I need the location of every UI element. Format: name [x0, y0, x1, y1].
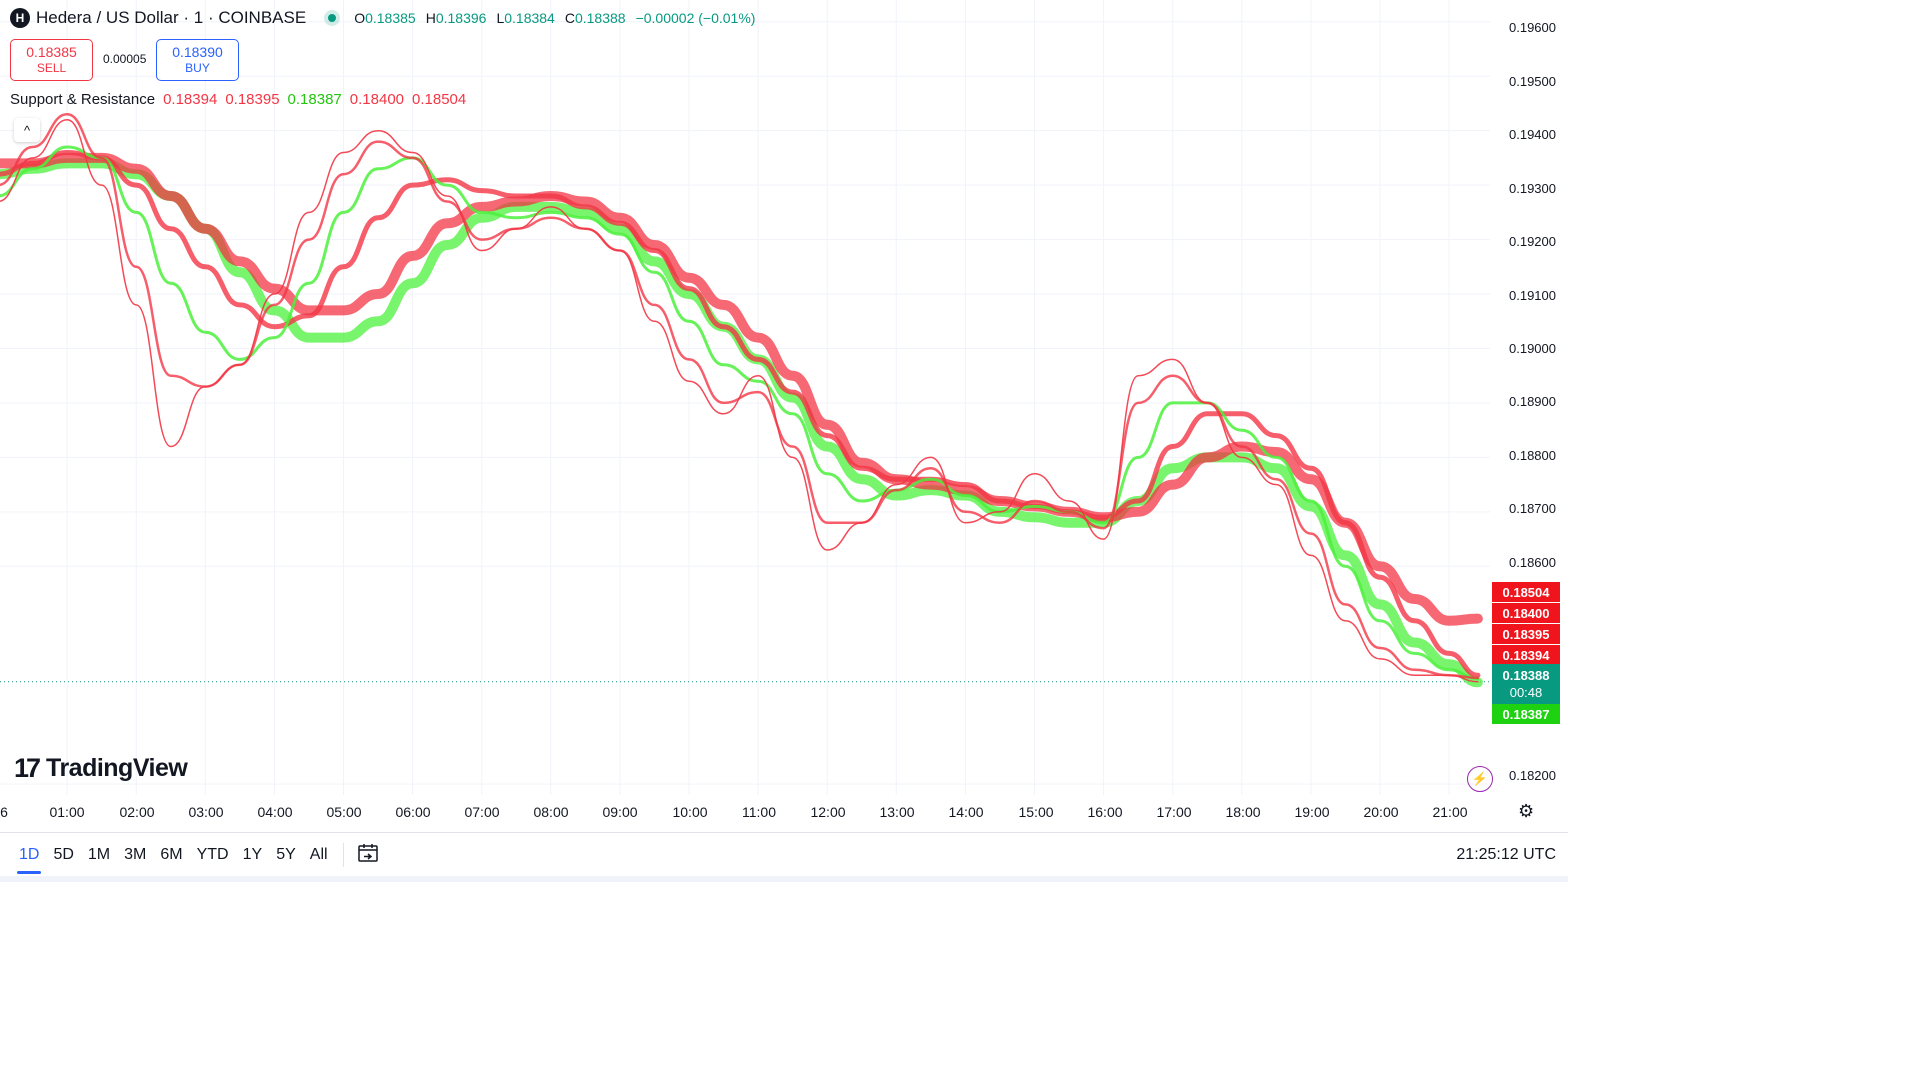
y-axis-label: 0.19100 [1509, 288, 1556, 303]
x-axis-label: 15:00 [1018, 804, 1054, 820]
range-5y-button[interactable]: 5Y [276, 846, 296, 863]
indicator-series-line [0, 119, 1479, 683]
last-price-tag: 0.18388 00:48 [1492, 664, 1560, 704]
indicator-value: 0.18400 [349, 91, 405, 108]
indicator-value: 0.18395 [225, 91, 280, 108]
y-axis-label: 0.19000 [1509, 341, 1556, 356]
range-1d-button[interactable]: 1D [12, 846, 46, 874]
x-axis-label: 12:00 [810, 804, 846, 820]
open-value: 0.18385 [365, 10, 416, 26]
collapse-legend-button[interactable]: ^ [14, 118, 40, 142]
y-axis-label: 0.18200 [1509, 768, 1556, 783]
x-axis-label: 13:00 [879, 804, 915, 820]
symbol-title[interactable]: Hedera / US Dollar · 1 · COINBASE [36, 8, 307, 27]
bottom-toolbar: 1D 5D 1M 3M 6M YTD 1Y 5Y All 21:25:12 UT… [0, 832, 1568, 877]
close-key: C [564, 10, 575, 26]
x-axis-label: 16:00 [1087, 804, 1123, 820]
x-axis-label: 07:00 [464, 804, 500, 820]
y-axis-label: 0.19200 [1509, 234, 1556, 249]
y-axis-label: 0.19500 [1509, 74, 1556, 89]
sell-label: SELL [36, 61, 67, 75]
indicator-name: Support & Resistance [10, 91, 156, 108]
range-6m-button[interactable]: 6M [160, 846, 183, 863]
bottom-strip [0, 876, 1568, 882]
utc-clock[interactable]: 21:25:12 UTC [1456, 846, 1556, 863]
high-value: 0.18396 [435, 10, 487, 26]
sell-button[interactable]: 0.18385 SELL [10, 39, 93, 81]
x-axis-label: 10:00 [672, 804, 708, 820]
tradingview-wordmark: TradingView [46, 754, 188, 782]
low-key: L [496, 10, 505, 26]
buy-label: BUY [185, 61, 210, 75]
range-1y-button[interactable]: 1Y [242, 846, 263, 863]
toolbar-divider [342, 843, 344, 867]
hedera-logo-icon: H [10, 8, 30, 28]
market-status-icon[interactable] [328, 14, 337, 22]
indicator-value: 0.18387 [287, 91, 342, 108]
buy-button[interactable]: 0.18390 BUY [156, 39, 239, 81]
change-value: −0.00002 (−0.01%) [635, 10, 756, 26]
y-axis-label: 0.18600 [1509, 555, 1556, 570]
x-axis-label: 18:00 [1225, 804, 1261, 820]
tradingview-logo[interactable]: 17 TradingView [14, 753, 188, 784]
range-3m-button[interactable]: 3M [124, 846, 147, 863]
support-price-tag: 0.18387 [1492, 704, 1560, 724]
resistance-price-tag: 0.18504 [1492, 582, 1560, 602]
indicator-series-line [0, 145, 1480, 680]
y-axis-label: 0.18700 [1509, 501, 1556, 516]
x-axis-label: 11:00 [742, 804, 776, 820]
bar-countdown: 00:48 [1509, 685, 1543, 700]
x-axis-label: 6 [0, 804, 8, 820]
spread-value: 0.00005 [103, 52, 147, 66]
indicator-value: 0.18504 [412, 91, 467, 108]
x-axis-label: 04:00 [257, 804, 293, 820]
x-axis-label: 01:00 [49, 804, 85, 820]
x-axis-label: 17:00 [1156, 804, 1192, 820]
ohlc-values: O0.18385 H0.18396 L0.18384 C0.18388 −0.0… [354, 10, 755, 26]
open-key: O [354, 10, 366, 26]
range-1m-button[interactable]: 1M [87, 846, 111, 863]
y-axis-label: 0.19600 [1509, 20, 1556, 35]
price-chart[interactable] [0, 0, 1568, 882]
y-axis-label: 0.19400 [1509, 127, 1556, 142]
gear-icon[interactable]: ⚙ [1518, 801, 1535, 821]
indicator-value: 0.18394 [163, 91, 218, 108]
x-axis-label: 21:00 [1432, 804, 1468, 820]
symbol-legend: H Hedera / US Dollar · 1 · COINBASE O0.1… [10, 8, 755, 28]
buy-price: 0.18390 [172, 44, 223, 60]
x-axis-label: 03:00 [188, 804, 224, 820]
x-axis-label: 14:00 [948, 804, 984, 820]
indicator-series-line [0, 113, 1480, 680]
close-value: 0.18388 [574, 10, 626, 26]
y-axis-label: 0.18900 [1509, 394, 1556, 409]
indicator-series-line [0, 150, 1481, 678]
resistance-price-tag: 0.18394 [1492, 645, 1560, 665]
low-value: 0.18384 [504, 10, 555, 26]
sell-price: 0.18385 [26, 44, 77, 60]
calendar-goto-icon[interactable] [356, 841, 380, 870]
y-axis-label: 0.18800 [1509, 448, 1556, 463]
x-axis-label: 06:00 [395, 804, 431, 820]
last-price: 0.18388 [1502, 668, 1550, 683]
lightning-icon[interactable]: ⚡ [1467, 766, 1493, 792]
resistance-price-tag: 0.18395 [1492, 624, 1560, 644]
indicator-legend[interactable]: Support & Resistance 0.18394 0.18395 0.1… [10, 91, 466, 108]
x-axis-label: 09:00 [602, 804, 638, 820]
x-axis-label: 20:00 [1363, 804, 1399, 820]
x-axis-label: 02:00 [119, 804, 155, 820]
x-axis-label: 19:00 [1294, 804, 1330, 820]
range-ytd-button[interactable]: YTD [196, 846, 229, 863]
range-all-button[interactable]: All [309, 846, 328, 863]
x-axis-label: 05:00 [326, 804, 362, 820]
x-axis-label: 08:00 [533, 804, 569, 820]
tradingview-mark-icon: 17 [14, 753, 41, 783]
indicator-series-line [0, 152, 1483, 626]
high-key: H [425, 10, 436, 26]
range-5d-button[interactable]: 5D [53, 846, 74, 863]
resistance-price-tag: 0.18400 [1492, 603, 1560, 623]
y-axis-label: 0.19300 [1509, 181, 1556, 196]
